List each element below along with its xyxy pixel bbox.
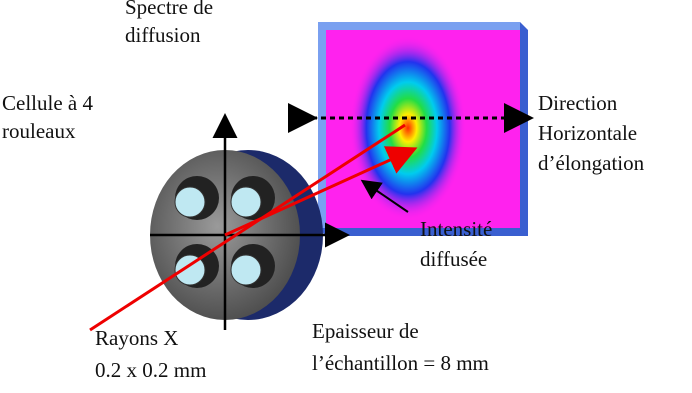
sample-cell: [150, 113, 350, 330]
label-line: diffusée: [420, 247, 487, 271]
scattered-beam: [224, 146, 418, 237]
label-line: 0.2 x 0.2 mm: [95, 358, 206, 382]
label-line: l’échantillon = 8 mm: [312, 351, 489, 375]
label-line: Cellule à 4: [2, 91, 93, 115]
label-line: rouleaux: [2, 119, 76, 143]
label-line: Intensité: [420, 217, 492, 241]
label-line: Rayons X: [95, 326, 178, 350]
label-line: diffusion: [125, 23, 201, 47]
labels: Spectre de diffusion Cellule à 4 rouleaux Di…: [2, 0, 645, 382]
label-line: Spectre de: [125, 0, 213, 19]
x-ray-beam: [89, 123, 406, 332]
label-line: d’élongation: [538, 151, 645, 175]
label-line: Horizontale: [538, 121, 637, 145]
label-line: Epaisseur de: [312, 319, 419, 343]
pointer-arrow: [360, 179, 409, 213]
detector: [288, 22, 534, 236]
label-line: Direction: [538, 91, 618, 115]
